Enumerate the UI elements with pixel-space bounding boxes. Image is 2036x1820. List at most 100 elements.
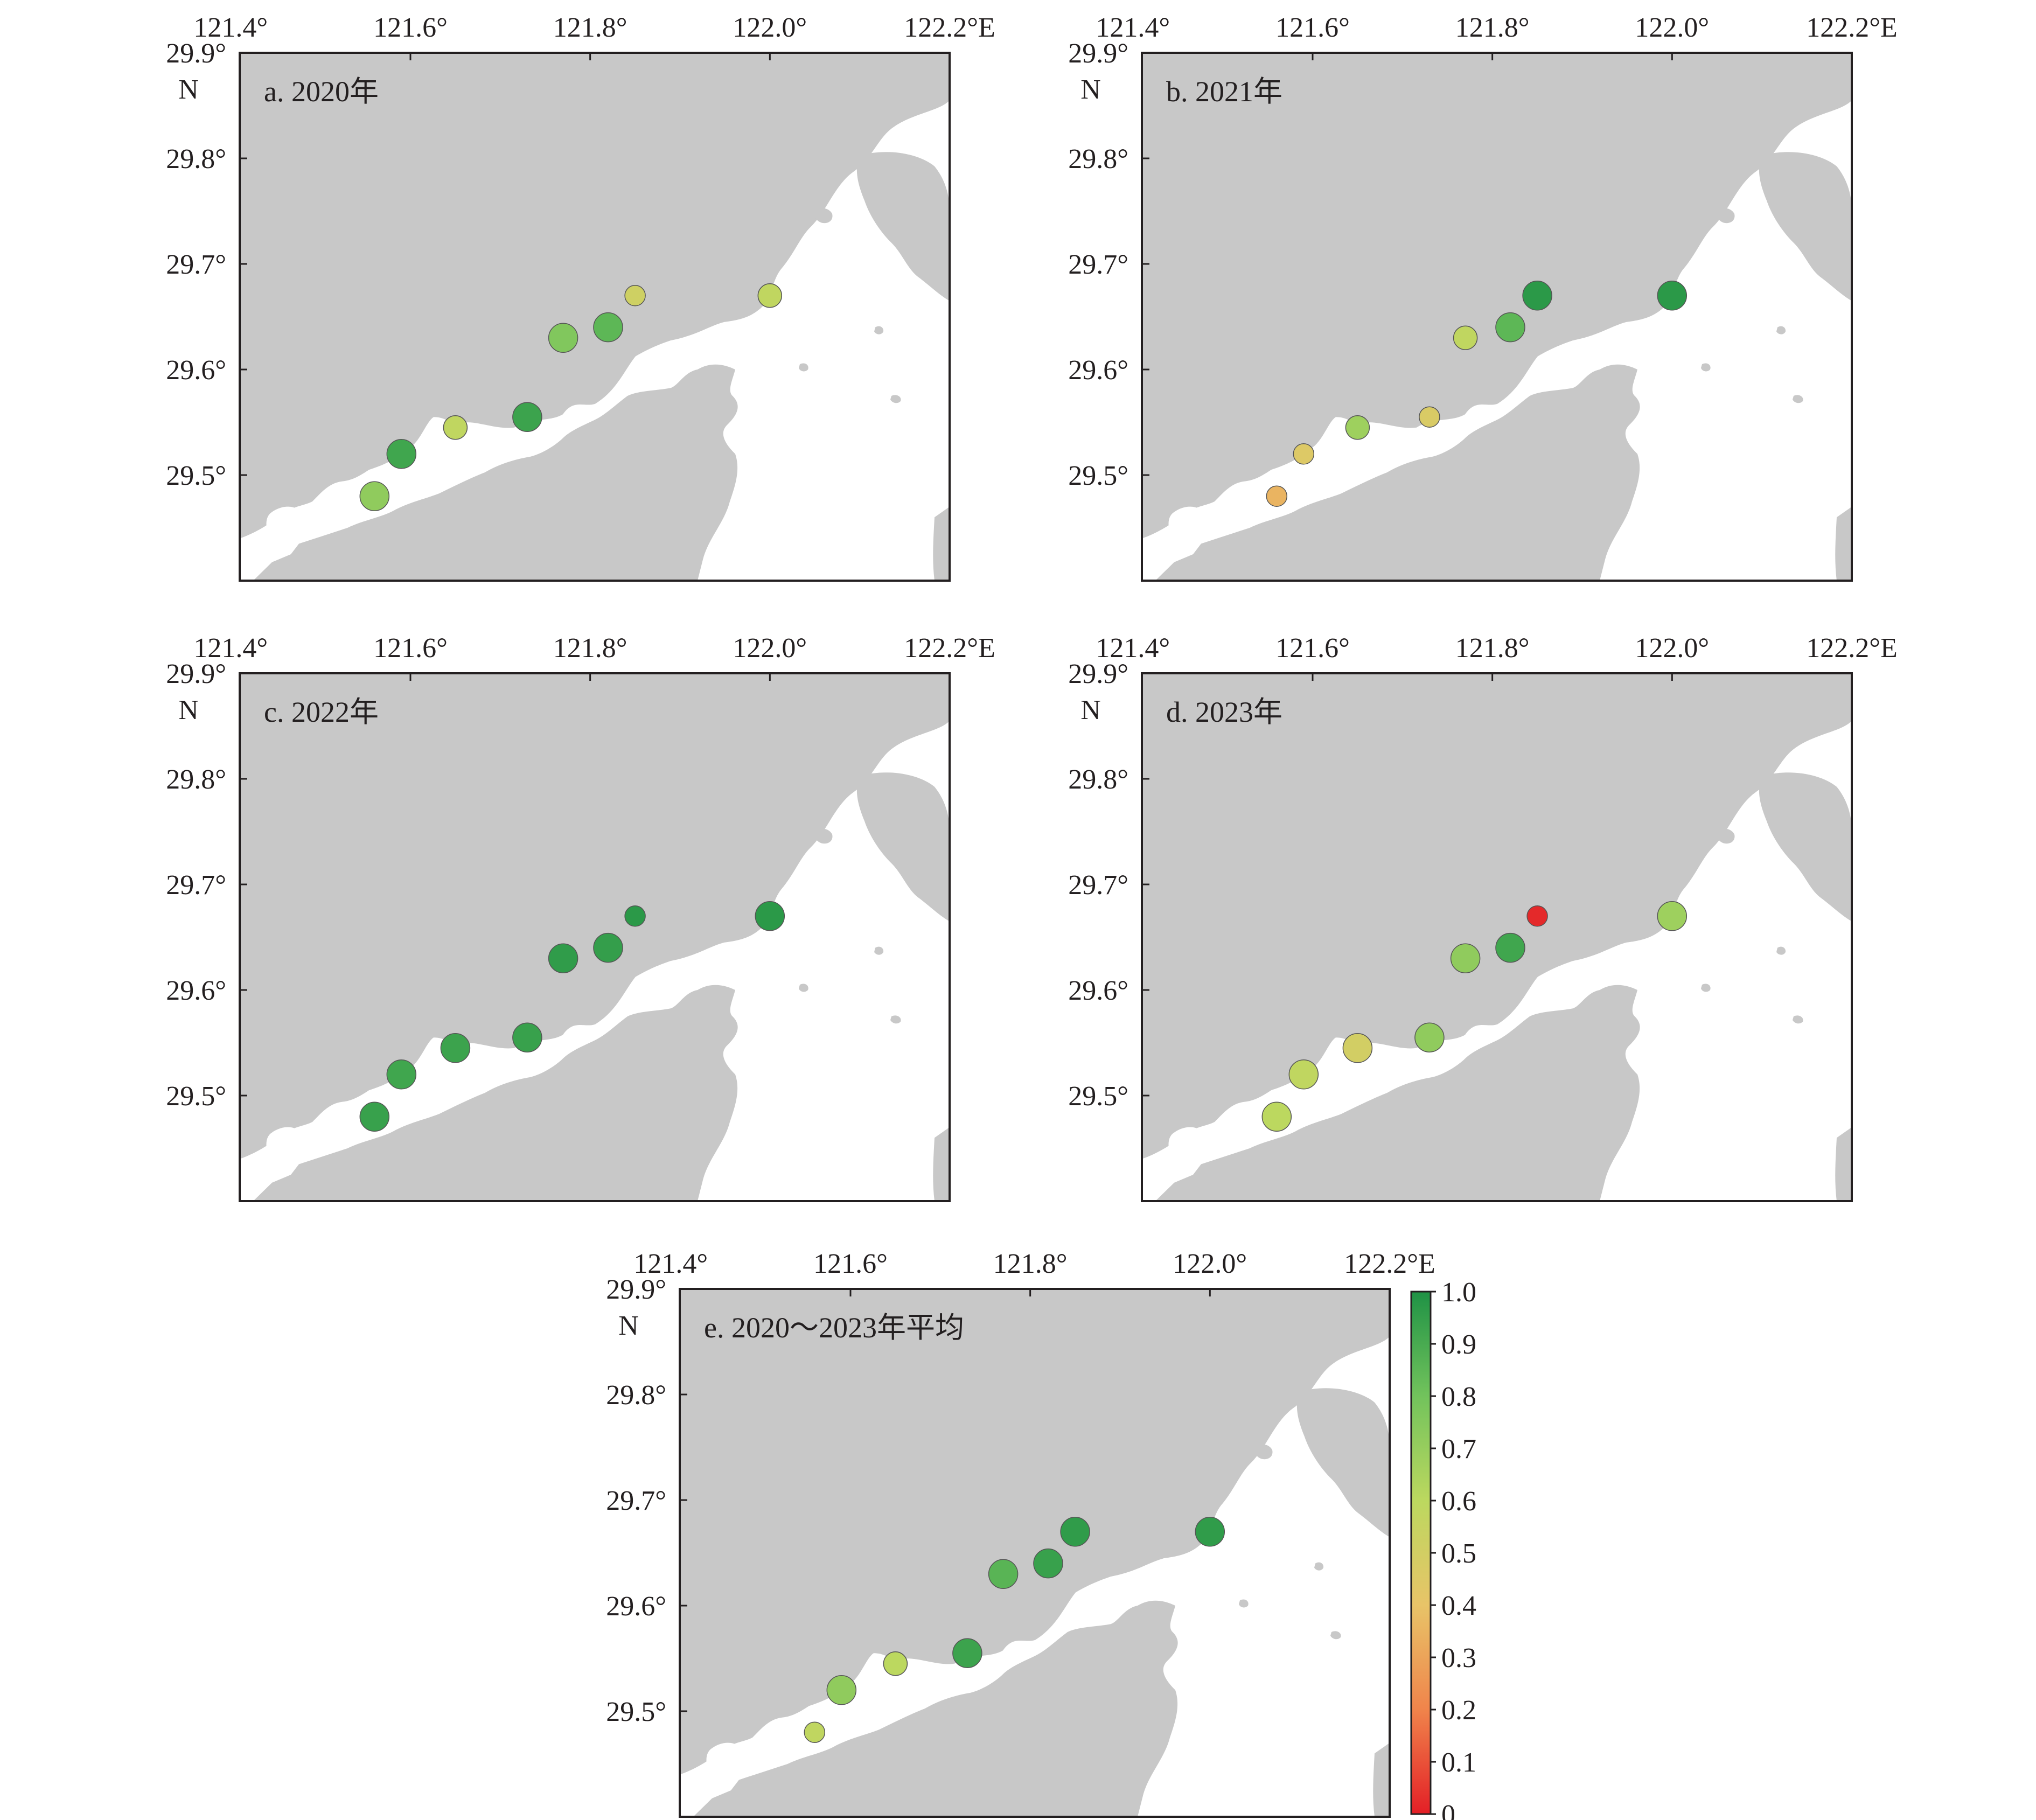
site-marker-d-4 bbox=[1414, 1022, 1445, 1052]
colorbar-tick-label: 0.1 bbox=[1441, 1747, 1476, 1778]
site-marker-a-6 bbox=[593, 312, 623, 343]
lon-tick-label-b: 122.0° bbox=[1635, 12, 1709, 43]
lat-tick-label-d: 29.9° bbox=[1068, 659, 1128, 689]
panel-d: d. 2023年 bbox=[1141, 672, 1853, 1202]
panel-b: b. 2021年 bbox=[1141, 52, 1853, 582]
lat-tick-label-d: 29.7° bbox=[1068, 870, 1128, 901]
lon-tick-label-e: 122.0° bbox=[1173, 1249, 1247, 1279]
panel-d-label: d. 2023年 bbox=[1166, 696, 1282, 728]
lat-tick-label-c: 29.7° bbox=[166, 870, 226, 901]
lon-tick-label-b: 122.2°E bbox=[1806, 12, 1898, 43]
colorbar-tick-label: 0.6 bbox=[1441, 1486, 1476, 1517]
site-marker-c-3 bbox=[440, 1033, 471, 1063]
panel-e-frame bbox=[679, 1288, 1391, 1818]
site-marker-a-3 bbox=[443, 415, 468, 440]
site-marker-e-1 bbox=[804, 1721, 826, 1743]
lat-tick-label-a: 29.8° bbox=[166, 144, 226, 175]
panel-e: e. 2020～2023年平均 bbox=[679, 1288, 1391, 1818]
lon-tick-label-d: 121.8° bbox=[1455, 633, 1530, 664]
panel-b-sites bbox=[1266, 281, 1688, 507]
colorbar-tick-label: 1.0 bbox=[1441, 1277, 1476, 1308]
lat-tick-label-a: 29.5° bbox=[166, 461, 226, 491]
lat-tick-label-c: 29.6° bbox=[166, 975, 226, 1006]
panel-c-label: c. 2022年 bbox=[264, 696, 379, 728]
site-marker-b-1 bbox=[1266, 485, 1288, 507]
lat-tick-label-b: 29.8° bbox=[1068, 144, 1128, 175]
site-marker-d-6 bbox=[1495, 932, 1525, 963]
axes-layer: 121.4° 121.6° 121.8° 122.0° 122.2°E 29.9° 29.8… bbox=[166, 12, 1898, 1727]
site-marker-b-2 bbox=[1293, 443, 1315, 465]
lat-tick-label-b: 29.5° bbox=[1068, 461, 1128, 491]
lat-unit-label-c: N bbox=[178, 695, 199, 726]
lon-tick-label-e: 121.4° bbox=[633, 1249, 708, 1279]
colorbar: 1.0 0.9 0.8 0.7 0.6 0.5 0.4 0.3 0.2 0.1 0 bbox=[1410, 1277, 1476, 1820]
lon-tick-label-e: 121.8° bbox=[993, 1249, 1068, 1279]
lon-tick-label-b: 121.4° bbox=[1096, 12, 1170, 43]
lat-tick-label-d: 29.6° bbox=[1068, 975, 1128, 1006]
lon-tick-label-c: 121.6° bbox=[373, 633, 448, 664]
colorbar-tick-label: 0.4 bbox=[1441, 1591, 1476, 1621]
panel-a-label: a. 2020年 bbox=[264, 75, 379, 108]
colorbar-tick-label: 0.9 bbox=[1441, 1329, 1476, 1360]
lon-tick-label-b: 121.6° bbox=[1275, 12, 1350, 43]
panel-a-frame bbox=[239, 52, 951, 582]
lat-tick-label-c: 29.8° bbox=[166, 764, 226, 795]
lat-tick-label-c: 29.5° bbox=[166, 1081, 226, 1112]
site-marker-e-8 bbox=[1195, 1517, 1225, 1547]
panel-b-label: b. 2021年 bbox=[1166, 75, 1282, 108]
lon-tick-label-c: 121.8° bbox=[553, 633, 627, 664]
site-marker-a-1 bbox=[359, 481, 390, 511]
colorbar-tick-label: 0.7 bbox=[1441, 1434, 1476, 1465]
lat-tick-label-a: 29.6° bbox=[166, 355, 226, 386]
lon-tick-label-a: 121.8° bbox=[553, 12, 627, 43]
lon-tick-label-a: 122.2°E bbox=[904, 12, 995, 43]
site-marker-d-8 bbox=[1657, 901, 1688, 931]
lat-tick-label-a: 29.7° bbox=[166, 249, 226, 280]
site-marker-e-7 bbox=[1060, 1517, 1090, 1547]
site-marker-b-4 bbox=[1419, 406, 1440, 428]
colorbar-tick-label: 0.5 bbox=[1441, 1538, 1476, 1569]
panel-e-label: e. 2020～2023年平均 bbox=[704, 1312, 964, 1344]
panel-c-frame bbox=[239, 672, 951, 1202]
lon-tick-label-a: 121.6° bbox=[373, 12, 448, 43]
lon-tick-label-e: 121.6° bbox=[813, 1249, 888, 1279]
site-marker-a-2 bbox=[386, 439, 417, 469]
site-marker-c-5 bbox=[548, 943, 578, 973]
site-marker-e-3 bbox=[883, 1651, 908, 1676]
site-marker-a-7 bbox=[624, 285, 646, 306]
site-marker-e-6 bbox=[1033, 1548, 1063, 1579]
panel-b-frame bbox=[1141, 52, 1853, 582]
lat-tick-label-e: 29.6° bbox=[606, 1591, 666, 1622]
panel-a: a. 2020年 bbox=[239, 52, 951, 582]
lat-tick-label-d: 29.8° bbox=[1068, 764, 1128, 795]
lon-tick-label-e: 122.2°E bbox=[1344, 1249, 1435, 1279]
lon-tick-label-c: 122.2°E bbox=[904, 633, 995, 664]
lat-tick-label-b: 29.7° bbox=[1068, 249, 1128, 280]
site-marker-c-7 bbox=[624, 905, 646, 927]
site-marker-b-6 bbox=[1495, 312, 1525, 343]
lat-tick-label-e: 29.7° bbox=[606, 1486, 666, 1516]
lon-tick-label-d: 122.2°E bbox=[1806, 633, 1898, 664]
panel-c: c. 2022年 bbox=[239, 672, 951, 1202]
site-marker-d-5 bbox=[1450, 943, 1481, 973]
site-marker-c-6 bbox=[593, 932, 623, 963]
site-marker-b-8 bbox=[1657, 281, 1688, 311]
panel-d-frame bbox=[1141, 672, 1853, 1202]
site-marker-b-5 bbox=[1453, 325, 1478, 350]
site-marker-b-7 bbox=[1522, 281, 1552, 311]
lat-tick-label-b: 29.9° bbox=[1068, 38, 1128, 69]
lat-unit-label-d: N bbox=[1080, 695, 1101, 726]
lon-tick-label-d: 121.6° bbox=[1275, 633, 1350, 664]
panel-e-sites bbox=[804, 1517, 1225, 1743]
colorbar-tick-label: 0.3 bbox=[1441, 1643, 1476, 1673]
colorbar-tick-label: 0.2 bbox=[1441, 1695, 1476, 1726]
site-marker-d-1 bbox=[1261, 1101, 1292, 1132]
panel-a-sites bbox=[359, 283, 783, 511]
lat-tick-label-e: 29.9° bbox=[606, 1274, 666, 1305]
lat-unit-label-a: N bbox=[178, 74, 199, 105]
lon-tick-label-b: 121.8° bbox=[1455, 12, 1530, 43]
site-marker-a-8 bbox=[757, 283, 783, 308]
lat-unit-label-b: N bbox=[1080, 74, 1101, 105]
colorbar-tick-label: 0 bbox=[1441, 1800, 1455, 1820]
